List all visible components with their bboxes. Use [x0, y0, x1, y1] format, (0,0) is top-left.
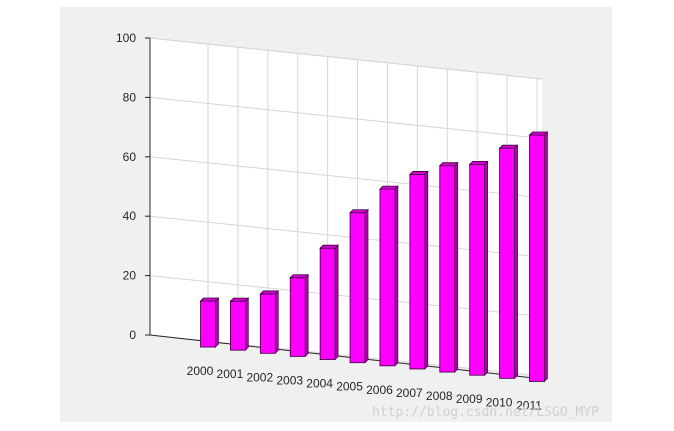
bar-front [529, 134, 545, 382]
bar [289, 274, 310, 358]
x-tick-label: 2009 [456, 392, 483, 406]
x-tick-label: 2001 [217, 367, 244, 381]
x-tick-label: 2000 [187, 364, 214, 378]
y-tick-label: 40 [123, 209, 137, 223]
bar-front [469, 163, 486, 376]
watermark: http://blog.csdn.net/LSGO_MYP [372, 405, 599, 420]
bar [438, 161, 459, 373]
bar-side [215, 297, 219, 348]
bar-side [334, 244, 339, 361]
x-tick-label: 2010 [486, 395, 513, 409]
bar-side [514, 144, 518, 380]
x-tick-label: 2008 [426, 389, 453, 403]
bar-side [424, 170, 429, 370]
bar-side [394, 185, 399, 367]
bar-side [245, 297, 249, 351]
x-tick-label: 2003 [276, 373, 303, 387]
bar [229, 297, 250, 351]
bar [408, 170, 429, 370]
bar-front [379, 188, 396, 367]
bar-side [544, 131, 548, 383]
bar-front [409, 174, 426, 370]
x-tick-labels: 2000 2001 2002 2003 2004 2005 2006 2007 2008 2009… [187, 364, 543, 412]
x-tick-label: 2011 [516, 398, 542, 412]
bar [349, 208, 370, 364]
bar-front [349, 212, 366, 364]
bar-side [454, 161, 459, 373]
bar [498, 144, 519, 380]
y-tick-labels: 0 20 40 60 80 100 [116, 31, 136, 342]
bar-front [319, 247, 336, 360]
bar-front [499, 147, 515, 379]
x-tick-label: 2005 [336, 380, 363, 394]
bar-side [364, 208, 369, 364]
bar-side [304, 274, 309, 358]
top-wall-edge [149, 37, 543, 80]
x-tick-label: 2007 [396, 386, 423, 400]
h-grid-line [149, 96, 543, 139]
x-tick-label: 2006 [366, 383, 393, 397]
bar [199, 297, 220, 348]
x-tick-label: 2004 [306, 377, 333, 391]
y-tick-label: 0 [129, 328, 136, 342]
y-tick-label: 20 [123, 269, 137, 283]
bar [378, 185, 399, 367]
bar [259, 290, 280, 355]
y-tick-label: 60 [123, 150, 137, 164]
bar-front [200, 300, 216, 348]
bar [528, 131, 549, 383]
x-tick-label: 2002 [246, 370, 273, 384]
bar [319, 244, 340, 361]
bar-front [259, 293, 276, 354]
bar-front [439, 165, 456, 373]
bar-front [289, 277, 306, 357]
bars [199, 131, 549, 383]
bar [468, 160, 489, 376]
y-tick-label: 100 [116, 31, 136, 45]
bar-side [275, 290, 279, 355]
bar-side [484, 160, 488, 376]
y-tick-label: 80 [123, 90, 137, 104]
bar-front [230, 300, 246, 351]
